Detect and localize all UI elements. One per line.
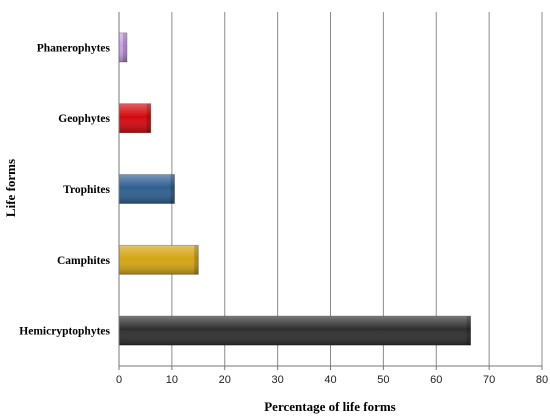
x-tick-label: 0 [116, 374, 122, 386]
category-label: Camphites [57, 255, 111, 267]
bar-end-bevel [146, 103, 151, 133]
bar-phanerophytes [118, 32, 128, 63]
category-label: Geophytes [58, 113, 110, 125]
category-labels: Phanerophytes Geophytes Trophites Camphites… [19, 42, 110, 337]
category-label: Hemicryptophytes [19, 326, 110, 338]
bar-shading [119, 32, 127, 62]
bar-shading [119, 245, 199, 275]
bars [118, 32, 472, 346]
bar-shading [119, 316, 471, 346]
x-tick-label: 60 [430, 374, 442, 386]
x-tick-label: 20 [219, 374, 231, 386]
bar-geophytes [118, 103, 152, 134]
bar-end-bevel [466, 316, 471, 346]
category-label: Phanerophytes [37, 42, 111, 54]
bar-camphites [118, 244, 199, 275]
bar-trophites [118, 174, 175, 204]
x-tick-label: 80 [536, 374, 548, 386]
x-tick-label: 50 [377, 374, 389, 386]
axes [118, 12, 543, 370]
x-tick-label: 70 [483, 374, 495, 386]
y-axis-title: Life forms [3, 159, 18, 217]
bar-shading [119, 174, 175, 204]
x-tick-label: 40 [324, 374, 336, 386]
category-label: Trophites [63, 184, 110, 196]
bar-end-bevel [122, 32, 127, 62]
x-tick-label: 30 [272, 374, 284, 386]
bar-end-bevel [194, 245, 199, 275]
x-axis-title: Percentage of life forms [264, 399, 396, 414]
x-tick-label: 10 [166, 374, 178, 386]
bar-shading [119, 103, 151, 133]
bar-hemicryptophytes [118, 315, 472, 346]
x-tick-labels: 0 10 20 30 40 50 60 70 80 [116, 374, 548, 386]
bar-end-bevel [170, 174, 175, 204]
gridlines [171, 12, 543, 366]
